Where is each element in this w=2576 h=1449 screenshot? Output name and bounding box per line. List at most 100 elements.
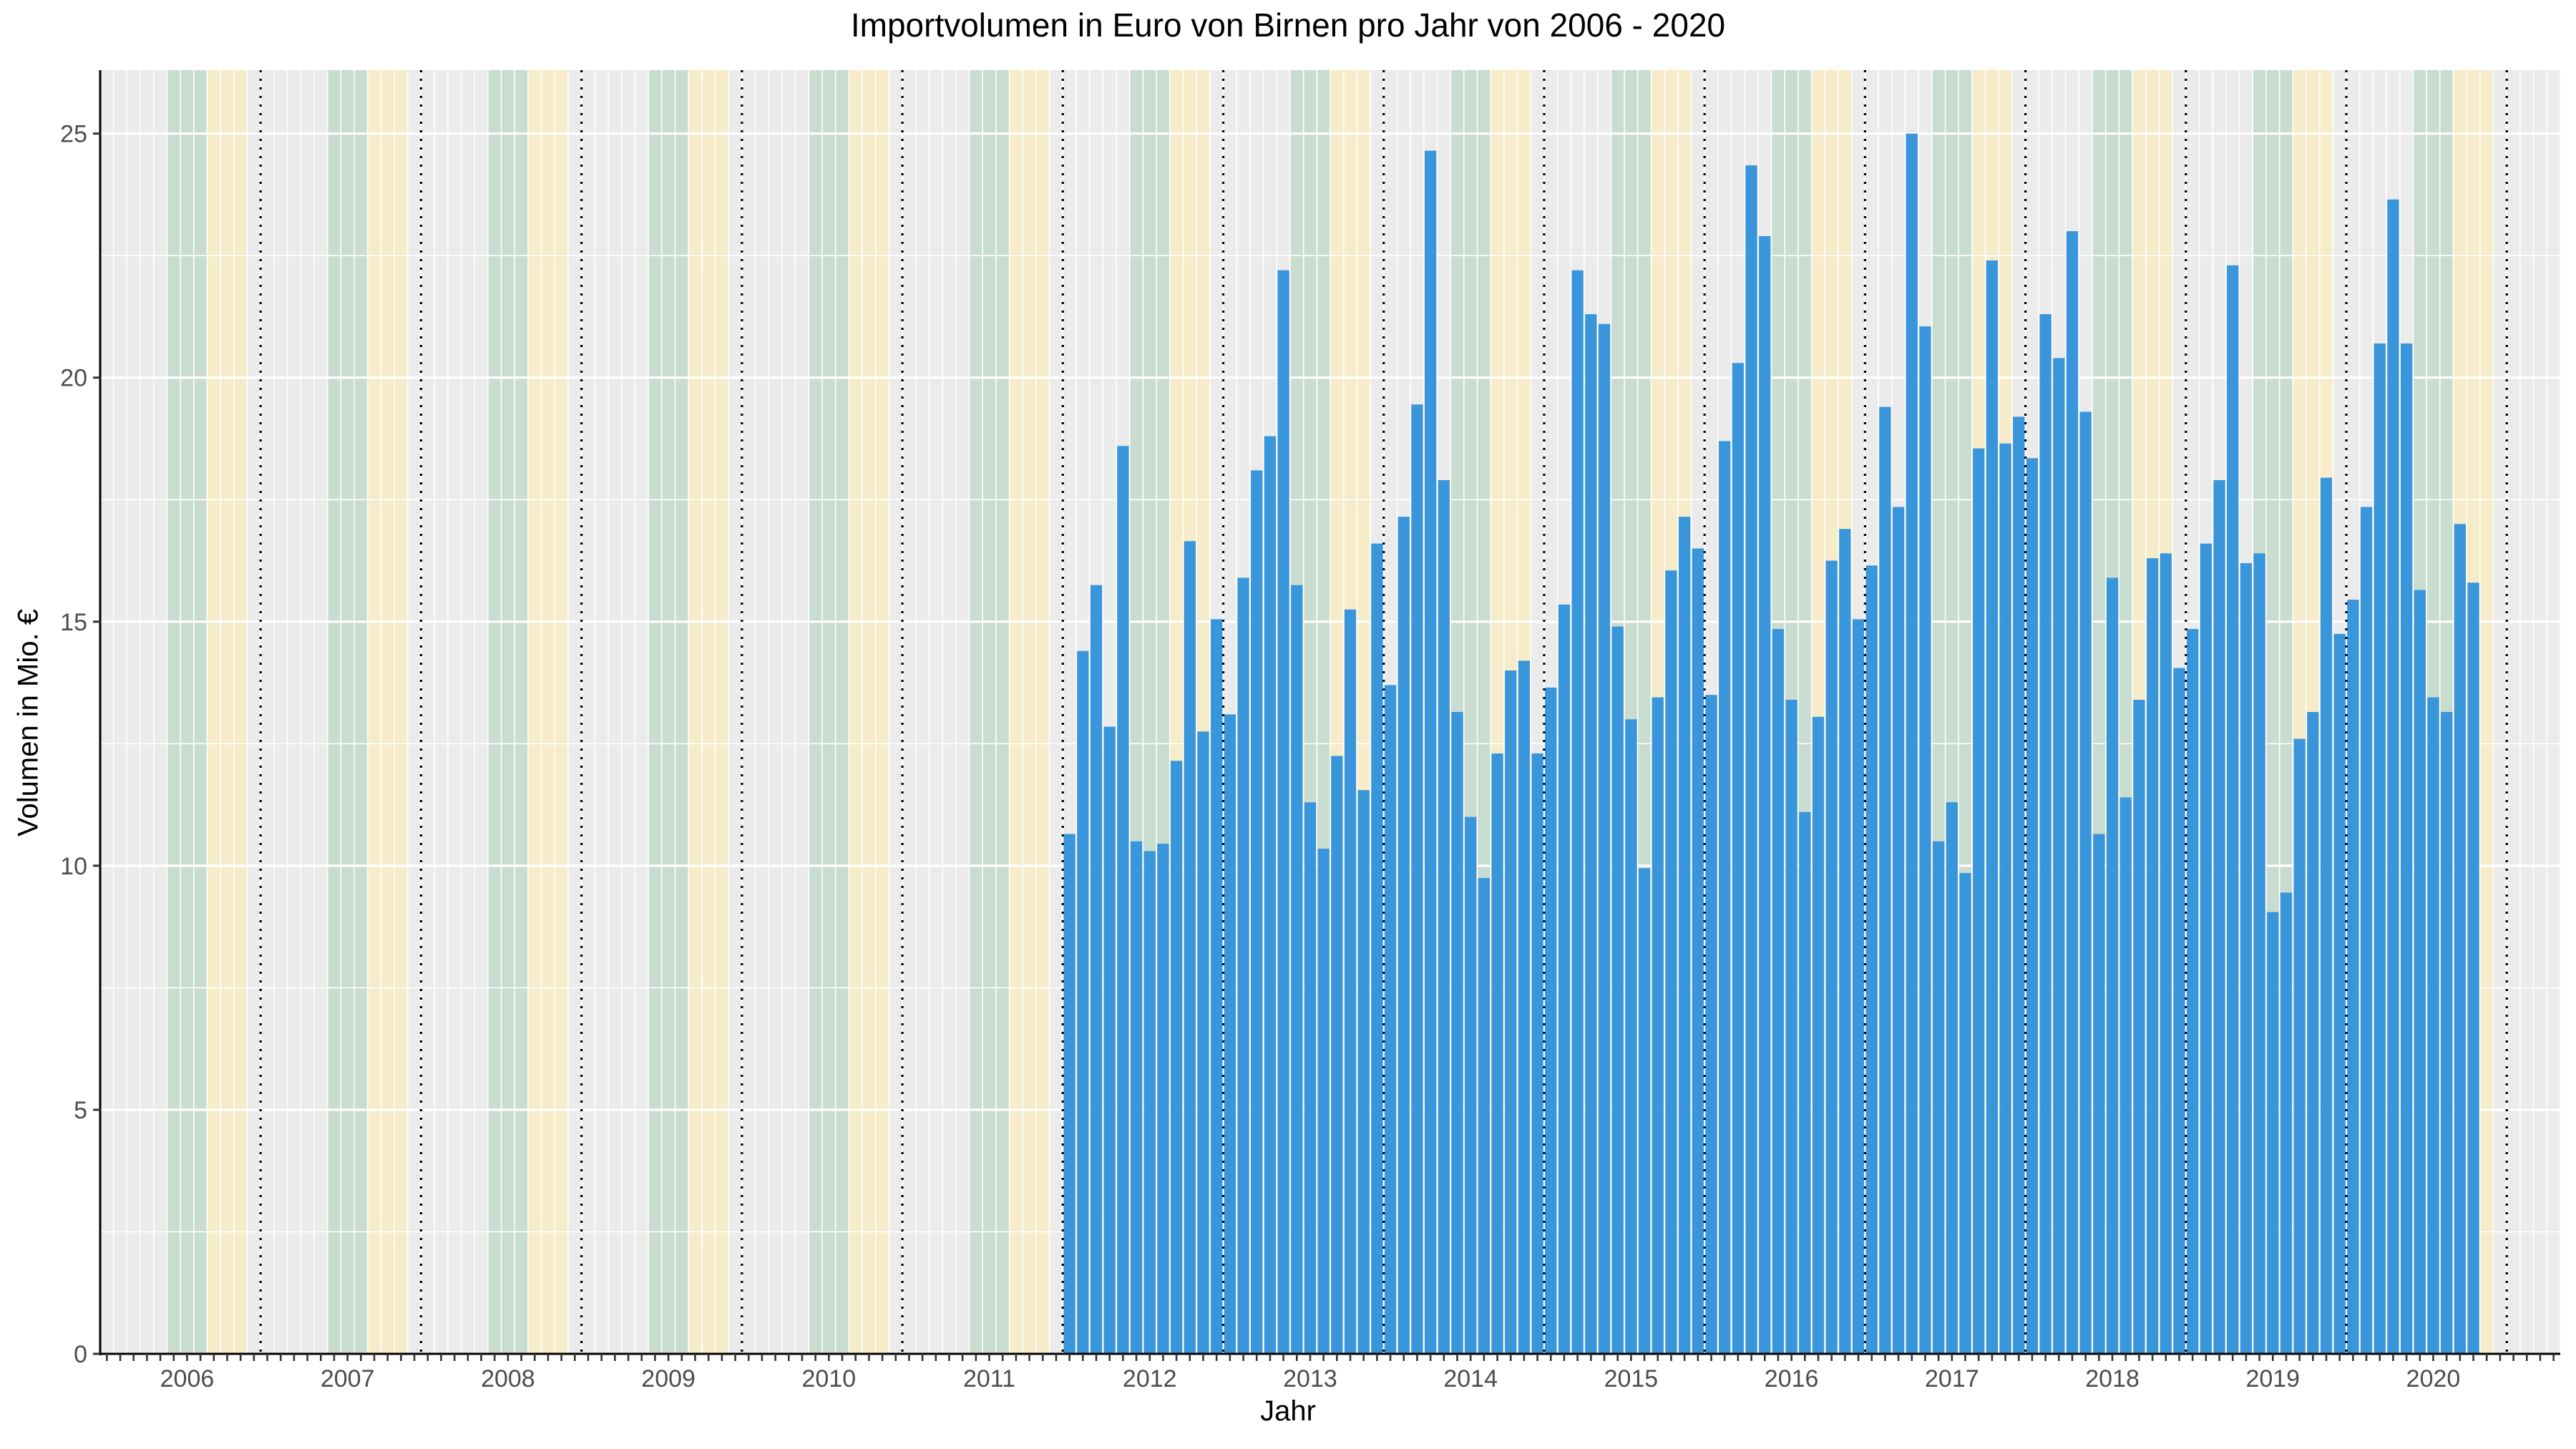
bar xyxy=(1211,619,1223,1354)
bar xyxy=(1397,517,1410,1354)
bar xyxy=(2400,343,2413,1354)
x-tick-label: 2014 xyxy=(1443,1365,1498,1392)
season-band xyxy=(394,70,409,1354)
season-band xyxy=(273,70,288,1354)
bar xyxy=(2414,590,2426,1354)
bar xyxy=(2066,231,2079,1354)
x-tick-label: 2018 xyxy=(2085,1365,2140,1392)
y-tick-label: 5 xyxy=(74,1097,87,1124)
bar xyxy=(1143,851,1156,1354)
bar xyxy=(2427,697,2439,1354)
season-band xyxy=(447,70,462,1354)
x-tick-label: 2010 xyxy=(802,1365,857,1392)
bar xyxy=(1170,761,1183,1354)
season-band xyxy=(180,70,195,1354)
x-axis-ticks: 2006 2007 2008 2009 2010 2011 2012 2013 2014 2015… xyxy=(106,1354,2555,1392)
bar xyxy=(1999,443,2011,1355)
season-band xyxy=(2507,70,2521,1354)
bar xyxy=(2173,668,2185,1354)
season-band xyxy=(2533,70,2547,1354)
bar xyxy=(2013,416,2025,1354)
y-tick-label: 0 xyxy=(74,1341,87,1368)
season-band xyxy=(608,70,623,1354)
season-band xyxy=(381,70,395,1354)
bar xyxy=(1598,323,1611,1354)
bar xyxy=(2133,699,2145,1354)
bar xyxy=(2039,314,2051,1354)
season-band xyxy=(407,70,422,1354)
season-band xyxy=(113,70,127,1354)
bar xyxy=(1077,650,1089,1354)
bar xyxy=(1465,816,1477,1354)
bar xyxy=(1237,577,1249,1354)
season-band xyxy=(675,70,689,1354)
season-band xyxy=(2547,70,2561,1354)
season-band xyxy=(555,70,569,1354)
y-axis-title: Volumen in Mio. € xyxy=(12,609,44,836)
bar xyxy=(1344,609,1357,1354)
bar xyxy=(2187,629,2199,1354)
season-band xyxy=(741,70,756,1354)
y-tick-label: 15 xyxy=(60,609,87,636)
bar xyxy=(2026,458,2039,1355)
season-band xyxy=(715,70,729,1354)
bars xyxy=(1063,133,2479,1355)
bar xyxy=(1451,712,1463,1354)
season-band xyxy=(875,70,890,1354)
y-tick-label: 20 xyxy=(60,365,87,392)
bar xyxy=(2267,912,2279,1354)
bar xyxy=(1384,685,1397,1354)
bar xyxy=(2240,562,2253,1354)
season-band xyxy=(835,70,849,1354)
season-band xyxy=(621,70,635,1354)
season-band xyxy=(341,70,355,1354)
bar xyxy=(1745,165,1757,1354)
bar xyxy=(1719,441,1731,1355)
bar xyxy=(1865,565,1878,1354)
season-band xyxy=(2493,70,2507,1354)
season-band xyxy=(1035,70,1050,1354)
bar xyxy=(2160,553,2172,1354)
bar xyxy=(1117,446,1129,1355)
bar xyxy=(1759,235,1771,1354)
season-band xyxy=(581,70,595,1354)
x-tick-label: 2013 xyxy=(1283,1365,1337,1392)
bar xyxy=(2454,524,2467,1354)
season-band xyxy=(260,70,275,1354)
season-band xyxy=(301,70,315,1354)
bar xyxy=(1825,560,1838,1354)
season-band xyxy=(728,70,743,1354)
bar xyxy=(2347,600,2359,1354)
y-tick-label: 25 xyxy=(60,121,87,148)
bar xyxy=(2253,553,2265,1354)
season-band xyxy=(434,70,449,1354)
bar xyxy=(1919,326,1931,1354)
bar xyxy=(1277,270,1289,1355)
season-band xyxy=(781,70,796,1354)
season-band xyxy=(821,70,836,1354)
season-band xyxy=(929,70,943,1354)
season-band xyxy=(1009,70,1023,1354)
bar xyxy=(1611,626,1624,1354)
bar xyxy=(1424,150,1437,1355)
bar xyxy=(2106,577,2119,1354)
season-band xyxy=(354,70,369,1354)
season-band xyxy=(367,70,381,1354)
season-band xyxy=(514,70,529,1354)
bar xyxy=(2213,479,2225,1355)
season-band xyxy=(2519,70,2534,1354)
season-band xyxy=(140,70,155,1354)
bar xyxy=(1090,585,1103,1354)
season-band xyxy=(220,70,235,1354)
x-tick-label: 2012 xyxy=(1123,1365,1177,1392)
bar xyxy=(1959,873,1971,1354)
bar xyxy=(1357,790,1370,1354)
season-band xyxy=(127,70,141,1354)
bar xyxy=(2079,411,2092,1354)
bar xyxy=(1839,529,1851,1354)
season-band xyxy=(153,70,168,1354)
bar xyxy=(1063,834,1075,1354)
bar xyxy=(1812,716,1825,1354)
season-band xyxy=(527,70,542,1354)
